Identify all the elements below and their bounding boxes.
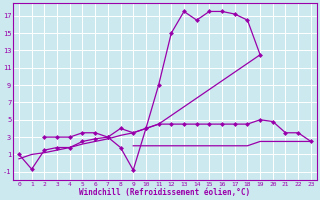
X-axis label: Windchill (Refroidissement éolien,°C): Windchill (Refroidissement éolien,°C)	[79, 188, 251, 197]
